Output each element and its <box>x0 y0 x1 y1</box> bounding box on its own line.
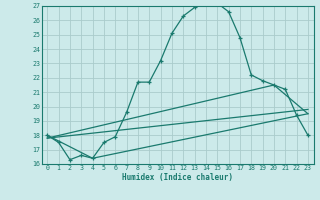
X-axis label: Humidex (Indice chaleur): Humidex (Indice chaleur) <box>122 173 233 182</box>
